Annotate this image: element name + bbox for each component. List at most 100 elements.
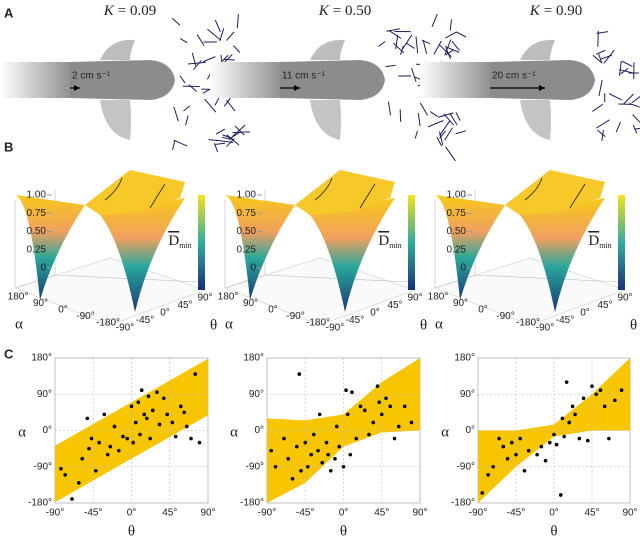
point xyxy=(594,392,599,397)
fish-heading xyxy=(451,40,460,51)
fish-heading xyxy=(445,45,460,53)
theta-tick-label: -45° xyxy=(346,315,364,326)
speed-label: 20 cm s⁻¹ xyxy=(492,71,536,82)
fish-heading xyxy=(395,34,399,50)
fish-heading xyxy=(388,30,402,39)
theta-tick-label: -90° xyxy=(116,323,134,334)
point xyxy=(80,456,84,461)
fish-heading xyxy=(456,31,467,38)
z-label: Dmin xyxy=(168,233,191,249)
point xyxy=(87,446,91,451)
fish-heading xyxy=(597,31,599,47)
point xyxy=(564,380,569,384)
fish-heading xyxy=(172,139,176,151)
fish-heading xyxy=(620,68,629,75)
point xyxy=(480,491,485,495)
point xyxy=(392,436,397,441)
fish-heading xyxy=(173,139,188,147)
point xyxy=(320,460,325,465)
point xyxy=(77,481,81,485)
alpha-tick-label: 180° xyxy=(428,292,449,303)
fish-heading xyxy=(215,142,226,145)
fish-heading xyxy=(445,31,457,39)
point xyxy=(341,464,346,469)
point xyxy=(585,438,590,443)
point xyxy=(311,432,316,437)
fish-heading xyxy=(629,103,640,108)
panel-title: K = 0.90 xyxy=(529,3,582,19)
alpha-tick-label: -180° xyxy=(516,318,540,329)
point xyxy=(89,436,94,441)
point xyxy=(138,432,142,437)
fish-heading xyxy=(600,54,613,60)
speed-arrowhead xyxy=(539,85,545,91)
fish-heading xyxy=(387,101,392,116)
point xyxy=(547,440,552,445)
fish-silhouette xyxy=(0,39,175,141)
x-tick-label: -90° xyxy=(469,508,487,519)
fish-heading xyxy=(219,28,225,42)
point xyxy=(491,464,496,469)
fish-heading xyxy=(595,119,610,129)
fish-heading xyxy=(414,130,419,139)
x-axis-label: θ xyxy=(550,523,557,539)
point xyxy=(333,456,337,461)
fish-heading xyxy=(431,13,438,28)
y-tick-label: -180° xyxy=(28,498,52,509)
point xyxy=(598,388,603,393)
point xyxy=(142,412,147,417)
x-tick-label: 90° xyxy=(622,508,637,519)
point xyxy=(535,452,539,457)
y-tick-label: 90° xyxy=(249,389,264,400)
point xyxy=(116,448,121,453)
point xyxy=(182,410,186,415)
z-label-sub: min xyxy=(599,241,611,250)
fish-heading xyxy=(192,60,202,70)
theta-tick-label: 45° xyxy=(597,300,612,311)
point xyxy=(294,444,299,449)
theta-tick-label: -90° xyxy=(326,323,344,334)
fish-heading xyxy=(444,127,453,141)
z-label: Dmin xyxy=(588,233,611,249)
point xyxy=(509,440,514,445)
point xyxy=(146,394,151,399)
fish-heading xyxy=(188,84,197,92)
point xyxy=(197,440,202,445)
fish-heading xyxy=(378,41,386,47)
alpha-tick-label: 180° xyxy=(218,292,239,303)
point xyxy=(299,468,303,473)
x-tick-label: -45° xyxy=(84,508,102,519)
point xyxy=(543,458,548,463)
point xyxy=(539,444,544,449)
theta-label: θ xyxy=(210,317,217,333)
point xyxy=(157,422,162,427)
point xyxy=(303,440,308,445)
point xyxy=(518,436,523,441)
alpha-tick-label: 90° xyxy=(33,298,48,309)
z-tick-label: 0.25 xyxy=(27,244,47,255)
fish-heading xyxy=(221,136,232,140)
fish-heading xyxy=(449,113,458,126)
x-tick-label: 45° xyxy=(584,508,599,519)
point xyxy=(173,434,178,439)
point xyxy=(514,452,518,457)
y-tick-label: 180° xyxy=(454,353,475,364)
z-tick-label: 0 xyxy=(40,263,46,274)
alpha-tick-label: 90° xyxy=(243,298,258,309)
point xyxy=(105,452,110,457)
fish-heading xyxy=(393,42,405,54)
point xyxy=(286,456,291,461)
point xyxy=(155,390,159,395)
theta-tick-label: -45° xyxy=(136,315,154,326)
x-tick-label: -45° xyxy=(507,508,525,519)
title-symbol: K xyxy=(529,3,541,19)
point xyxy=(560,416,565,421)
surface-plot: 00.250.500.751.00180°90°0°-90°-180°-90°-… xyxy=(8,169,217,334)
fish-heading xyxy=(226,134,240,146)
fish-heading xyxy=(455,112,461,121)
fish-heading xyxy=(443,113,455,126)
x-tick-label: 90° xyxy=(200,508,215,519)
theta-tick-label: 45° xyxy=(387,300,402,311)
fish-heading xyxy=(601,129,604,142)
